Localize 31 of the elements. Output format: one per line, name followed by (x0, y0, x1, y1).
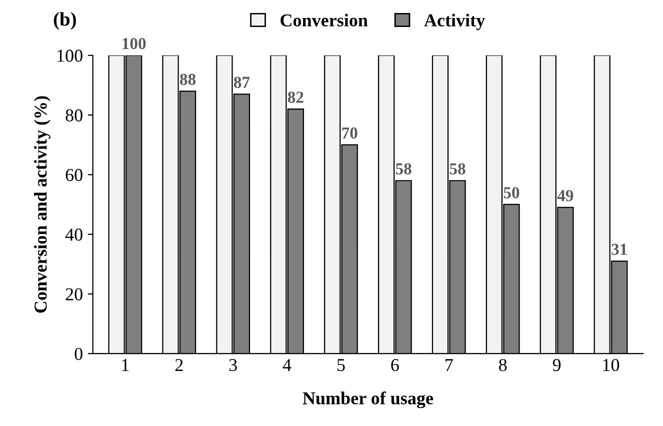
data-label: 87 (234, 76, 250, 88)
x-tick-label: 10 (603, 358, 620, 372)
chart-title: (b) (54, 12, 76, 30)
data-label: 50 (504, 187, 520, 198)
x-tick-label: 1 (122, 359, 129, 371)
x-tick-label: 9 (552, 359, 561, 372)
y-tick-label: 100 (58, 50, 82, 62)
data-label: 70 (342, 127, 358, 139)
legend-label: Activity (424, 14, 485, 30)
y-axis-title: Conversion and activity (%) (34, 96, 50, 313)
data-label: 58 (450, 163, 466, 174)
x-tick-label: 3 (229, 359, 237, 372)
legend-label: Conversion (280, 14, 368, 26)
x-tick-label: 4 (282, 359, 292, 371)
y-tick-label: 0 (74, 348, 82, 360)
x-tick-label: 5 (338, 359, 345, 372)
data-label: 82 (288, 92, 304, 103)
x-tick-label: 6 (391, 359, 399, 372)
y-tick-label: 80 (66, 109, 82, 122)
x-tick-label: 2 (175, 359, 183, 371)
data-label: 49 (557, 190, 574, 202)
x-axis-title: Number of usage (302, 391, 434, 408)
y-tick-label: 20 (66, 288, 82, 300)
data-label: 100 (122, 38, 146, 50)
data-label: 58 (396, 163, 412, 174)
data-label: 31 (612, 244, 627, 255)
x-tick-label: 8 (499, 358, 507, 372)
data-label: 88 (180, 74, 196, 85)
x-tick-label: 7 (446, 359, 453, 371)
y-tick-label: 60 (66, 168, 82, 182)
y-tick-label: 40 (65, 228, 82, 241)
